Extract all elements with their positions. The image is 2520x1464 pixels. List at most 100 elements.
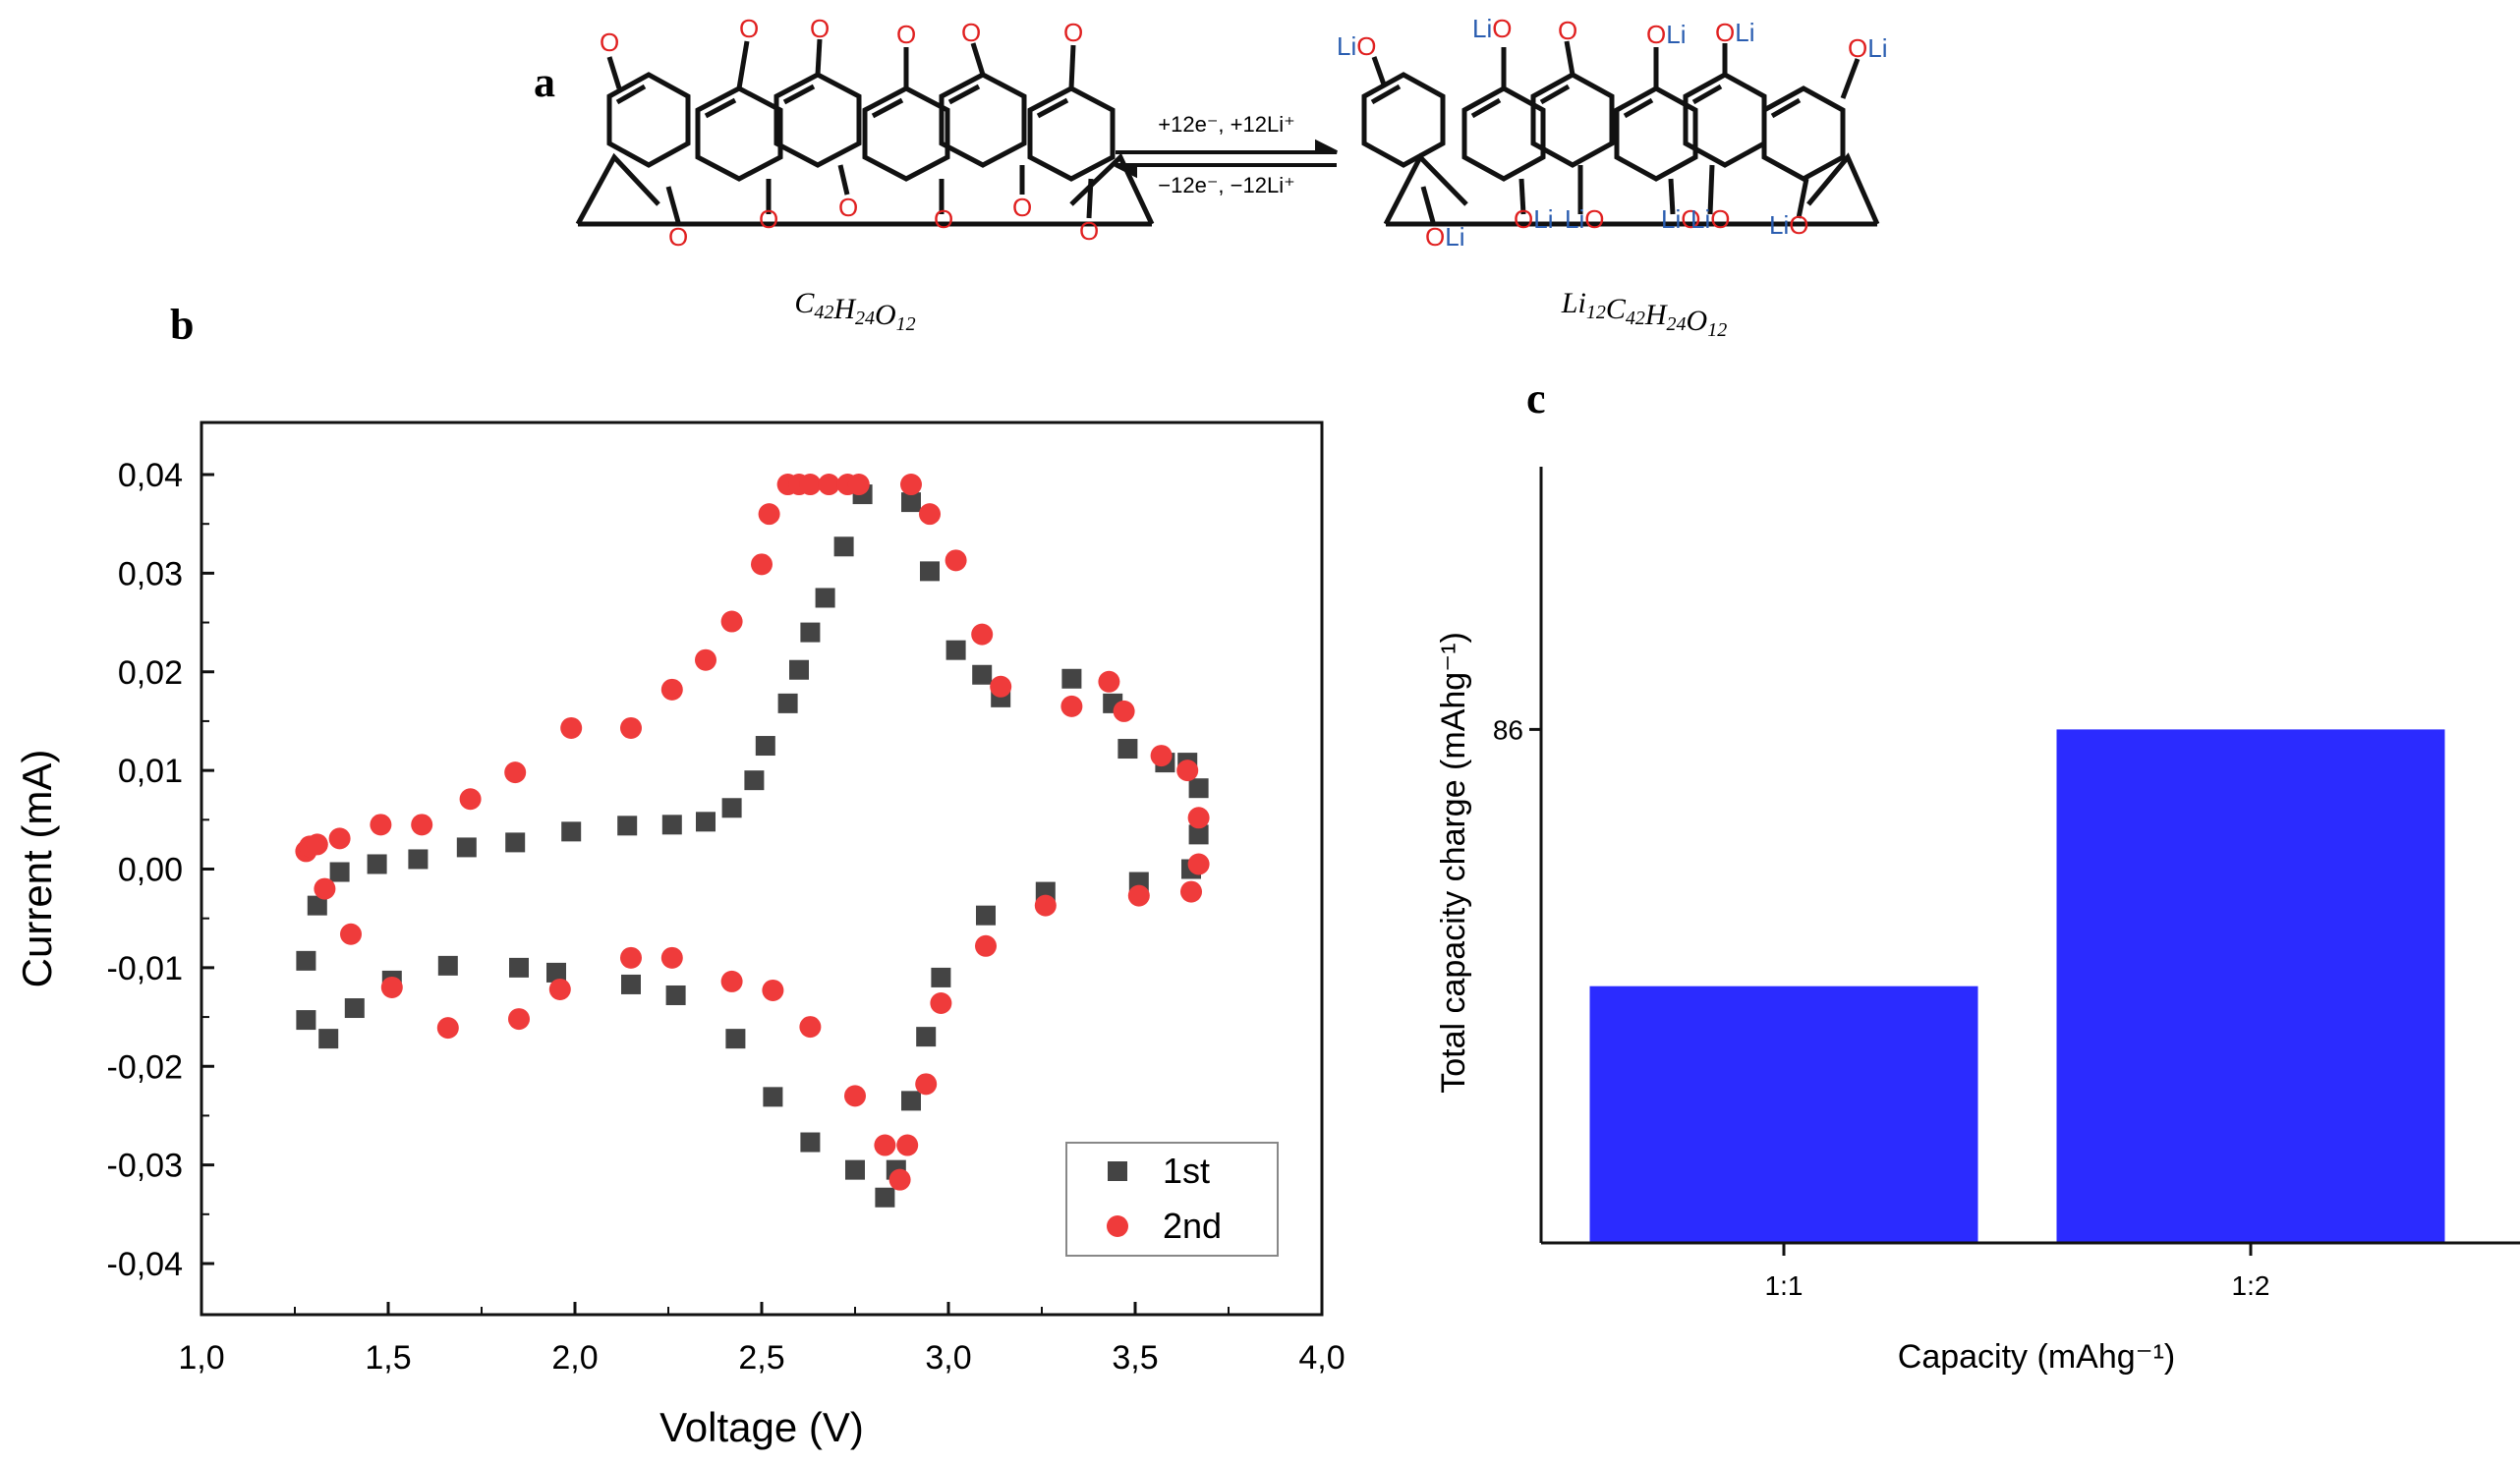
x-axis-title-c: Capacity (mAhg⁻¹) — [1898, 1338, 2175, 1376]
panel-label-a: a — [534, 58, 555, 106]
data-point-2nd — [720, 610, 743, 633]
data-point-2nd — [919, 503, 941, 526]
data-point-1st — [437, 955, 458, 976]
bar-1:1 — [1589, 985, 1978, 1243]
data-point-1st — [696, 812, 716, 832]
data-point-1st — [456, 837, 477, 858]
data-point-1st — [815, 588, 835, 608]
data-point-2nd — [1060, 695, 1083, 717]
cv-scatter-chart: 1,0 1,5 2,0 2,5 3,0 3,5 4,0 -0,04 -0,03 -0,02 -0,0… — [14, 421, 1346, 1450]
data-point-1st — [367, 854, 387, 874]
legend-b: 1st 2nd — [1065, 1142, 1279, 1257]
data-point-1st — [920, 561, 940, 582]
product-molecule-structure — [1361, 40, 1880, 227]
data-point-1st — [617, 816, 638, 836]
legend-marker-1st — [1108, 1161, 1127, 1181]
data-point-2nd — [548, 978, 571, 1000]
data-point-2nd — [620, 716, 642, 739]
data-point-1st — [800, 622, 821, 643]
equilibrium-arrows — [1115, 139, 1338, 179]
data-point-2nd — [695, 648, 716, 671]
reactant-formula: C42H24O12 — [794, 287, 915, 335]
data-point-1st — [1188, 778, 1209, 799]
panel-label-c: c — [1526, 374, 1546, 422]
oxygen-atom-label: O — [934, 204, 953, 234]
data-point-1st — [901, 492, 921, 513]
data-point-1st — [744, 770, 765, 791]
y-tick-label-b: 0,04 — [118, 457, 183, 494]
data-point-1st — [621, 974, 641, 994]
y-axis-title-b: Current (mA) — [14, 750, 60, 988]
data-point-2nd — [975, 934, 997, 957]
data-point-1st — [296, 1010, 316, 1031]
oxygen-atom-label: O — [896, 20, 916, 49]
oxygen-atom-label: O — [1079, 216, 1099, 246]
x-tick-label-b: 2,5 — [738, 1339, 784, 1377]
data-point-2nd — [751, 553, 773, 576]
capacity-axis-ticks: 1:1 1:2 86 — [1493, 714, 2270, 1301]
cv-data-points — [295, 474, 1210, 1208]
data-point-1st — [721, 798, 742, 818]
data-point-2nd — [818, 474, 840, 496]
data-point-1st — [546, 962, 566, 983]
data-point-1st — [875, 1187, 895, 1208]
reactant-molecule-structure — [575, 38, 1155, 227]
oxygen-atom-label: O — [759, 204, 778, 234]
reactant-oxygen-atoms: O O O O O O O O O O O O — [600, 14, 1099, 252]
lithium-oxide-group-label: OLi — [1715, 18, 1754, 47]
capacity-bars — [1589, 729, 2445, 1243]
lithium-oxide-group-label: LiO — [1337, 31, 1376, 61]
data-point-2nd — [758, 503, 780, 526]
data-point-2nd — [888, 1168, 911, 1191]
bar-1:2 — [2056, 729, 2445, 1243]
oxygen-atom-label: O — [600, 28, 619, 57]
y-tick-label-c: 86 — [1493, 714, 1523, 745]
y-tick-label-b: -0,01 — [107, 950, 184, 987]
data-point-1st — [661, 815, 682, 835]
data-point-1st — [561, 821, 582, 842]
lithium-oxide-group-label: LiO — [1565, 204, 1604, 234]
x-tick-label-b: 2,0 — [551, 1339, 598, 1377]
x-tick-label-c: 1:2 — [2232, 1270, 2270, 1301]
data-point-2nd — [328, 827, 351, 850]
data-point-1st — [344, 998, 365, 1019]
oxygen-atom-label: O — [1063, 18, 1083, 47]
data-point-1st — [976, 905, 996, 926]
data-point-2nd — [945, 549, 967, 572]
data-point-2nd — [799, 1016, 822, 1039]
y-tick-label-b: -0,03 — [107, 1148, 184, 1185]
data-point-2nd — [1098, 670, 1120, 693]
legend-marker-2nd — [1107, 1215, 1128, 1237]
product-formula: Li12C42H24O12 — [1561, 287, 1727, 341]
oxygen-atom-label: O — [739, 14, 759, 43]
data-point-2nd — [1113, 700, 1135, 722]
data-point-1st — [916, 1027, 937, 1047]
data-point-1st — [509, 957, 529, 978]
x-tick-label-b: 1,5 — [365, 1339, 411, 1377]
data-point-2nd — [1180, 880, 1202, 903]
y-tick-label-b: 0,03 — [118, 555, 183, 592]
data-point-1st — [845, 1159, 865, 1180]
arrow-label-forward: +12e⁻, +12Li⁺ — [1158, 112, 1294, 137]
y-tick-label-b: 0,00 — [118, 852, 183, 889]
data-point-2nd — [1176, 760, 1199, 782]
lithium-oxide-group-label: O — [1558, 16, 1577, 45]
data-point-1st — [329, 862, 350, 882]
data-point-2nd — [1034, 894, 1057, 917]
legend-box — [1065, 1142, 1279, 1257]
data-point-1st — [901, 1091, 921, 1111]
lithium-oxide-group-label: LiO — [1472, 14, 1512, 43]
data-point-2nd — [1187, 807, 1210, 829]
data-point-2nd — [660, 678, 683, 701]
data-point-2nd — [1127, 884, 1150, 907]
data-point-2nd — [896, 1134, 919, 1156]
data-point-2nd — [720, 970, 743, 992]
data-point-2nd — [799, 474, 822, 496]
panel-label-b: b — [170, 301, 194, 349]
data-point-2nd — [990, 675, 1012, 698]
data-point-1st — [296, 950, 316, 971]
lithium-oxide-group-label: OLi — [1646, 20, 1686, 49]
data-point-1st — [777, 693, 798, 713]
data-point-1st — [725, 1029, 746, 1049]
